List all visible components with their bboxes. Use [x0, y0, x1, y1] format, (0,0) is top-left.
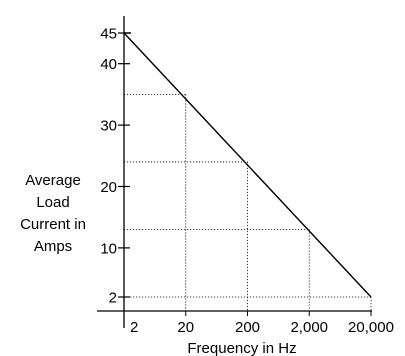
y-tick-label: 30	[100, 118, 117, 135]
x-tick-label: 2,000	[290, 319, 328, 336]
series-line	[123, 32, 372, 298]
axes	[97, 16, 372, 328]
y-tick-label: 2	[109, 290, 117, 307]
y-axis-label-line: Load	[36, 194, 69, 211]
y-axis-label-line: Amps	[34, 238, 72, 255]
y-tick-label: 10	[100, 240, 117, 257]
y-tick-label: 45	[100, 26, 117, 43]
x-tick-label: 20	[177, 319, 194, 336]
x-axis-label: Frequency in Hz	[187, 340, 296, 356]
x-tick-label: 200	[235, 319, 260, 336]
y-axis-label: Average Load Current in Amps	[20, 172, 86, 255]
y-ticks: 2 10 20 30 40 45	[100, 26, 130, 307]
y-tick-label: 40	[100, 56, 117, 73]
y-axis-label-line: Current in	[20, 216, 86, 233]
x-tick-label: 2	[130, 319, 138, 336]
reference-lines	[124, 93, 372, 311]
x-tick-label: 20,000	[348, 319, 394, 336]
y-axis-label-line: Average	[25, 172, 81, 189]
series	[123, 32, 372, 298]
x-ticks: 2 20 200 2,000 20,000	[123, 311, 394, 336]
y-tick-label: 20	[100, 179, 117, 196]
